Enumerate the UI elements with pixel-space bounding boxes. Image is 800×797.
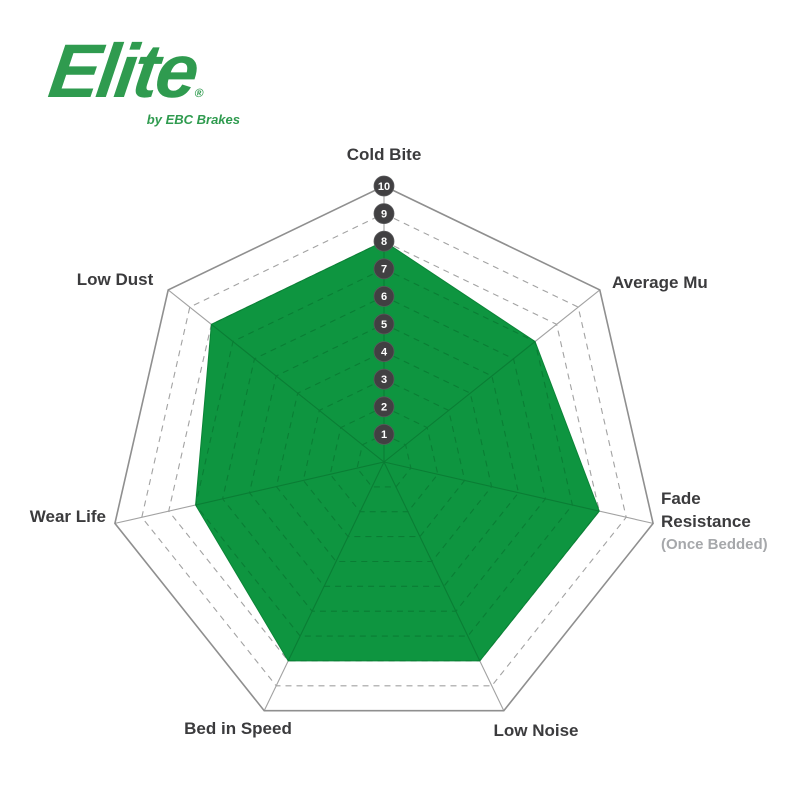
radar-ring-inner <box>329 406 439 513</box>
radar-spoke-inner <box>383 461 600 524</box>
axis-tick-badge <box>373 175 395 197</box>
axis-tick-label: 4 <box>381 346 388 358</box>
axis-tick-label: 2 <box>381 402 387 414</box>
axis-tick-badge <box>373 230 395 252</box>
axis-tick-label: 8 <box>381 236 387 248</box>
radar-ring-inner <box>275 350 493 563</box>
axis-label-low-noise: Low Noise <box>493 721 579 740</box>
axis-tick-label: 6 <box>381 291 387 303</box>
axis-tick-badge <box>373 341 395 363</box>
axis-label-cold-bite: Cold Bite <box>346 145 422 164</box>
axis-tick-badge <box>373 368 395 390</box>
radar-ring-inner <box>195 268 573 637</box>
radar-ring-inner <box>248 323 520 587</box>
axis-tick-label: 3 <box>381 374 387 386</box>
axis-tick-badge <box>373 423 395 445</box>
brand-logo: Elite® by EBC Brakes <box>44 29 250 127</box>
axis-label-bed-in-speed: Bed in Speed <box>184 719 292 738</box>
axis-tick-badge <box>373 203 395 225</box>
axis-tick-label: 7 <box>381 264 387 276</box>
radar-ring <box>168 240 600 662</box>
axis-tick-label: 9 <box>381 208 387 220</box>
axis-tick-badges: 1 2 3 4 5 6 7 8 9 10 <box>373 175 395 445</box>
radar-ring-inner <box>302 378 466 538</box>
axis-label-fade-resistance: Fade Resistance (Once Bedded) <box>661 487 796 556</box>
axis-label-wear-life: Wear Life <box>29 507 106 526</box>
axis-tick-badge <box>373 285 395 307</box>
axis-tick-badge <box>373 258 395 280</box>
axis-label-fade-line2: Resistance <box>661 512 751 531</box>
radar-spoke-inner <box>383 461 505 661</box>
axis-tick-label: 1 <box>381 429 387 441</box>
axis-label-fade-line1: Fade <box>661 489 701 508</box>
radar-ring-inner <box>356 433 412 488</box>
radar-ring <box>141 212 627 687</box>
axis-label-fade-sublabel: (Once Bedded) <box>661 536 768 553</box>
axis-label-low-dust: Low Dust <box>76 270 154 289</box>
axis-label-average-mu: Average Mu <box>612 273 708 292</box>
axis-tick-label: 5 <box>381 319 387 331</box>
axis-tick-badge <box>373 396 395 418</box>
axis-tick-badge <box>373 313 395 335</box>
radar-outer-ring <box>114 185 654 712</box>
brand-tagline: by EBC Brakes <box>146 112 240 127</box>
axis-tick-label: 10 <box>378 181 390 193</box>
radar-ring-inner <box>222 295 546 612</box>
